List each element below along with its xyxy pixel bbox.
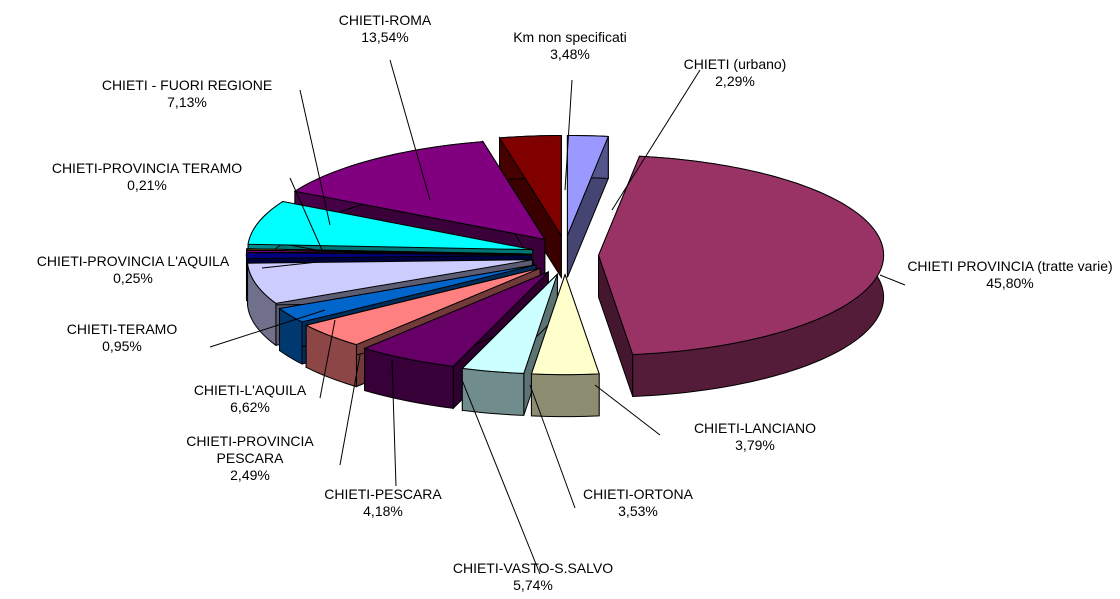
leader-line <box>209 309 326 348</box>
slice-top <box>498 135 562 238</box>
slice-side <box>461 367 525 416</box>
value-label: 6,62% <box>230 399 270 415</box>
slice-label: Km non specificati 3,48% <box>485 29 655 63</box>
slice-label: CHIETI-LANCIANO 3,79% <box>675 420 835 454</box>
category-name: CHIETI-TERAMO <box>66 321 178 337</box>
value-label: 7,13% <box>167 94 207 110</box>
slice-side <box>530 373 600 418</box>
slice <box>566 134 610 278</box>
slice <box>598 155 885 398</box>
slice-top <box>245 249 532 255</box>
slice-top <box>247 201 533 251</box>
leader-line <box>299 89 331 226</box>
leader-line <box>564 79 573 191</box>
value-label: 45,80% <box>986 275 1034 291</box>
slice-top <box>278 264 537 323</box>
category-name: CHIETI-ROMA <box>338 12 432 28</box>
slice-label: CHIETI-PESCARA 4,18% <box>308 486 458 520</box>
value-label: 0,25% <box>113 270 153 286</box>
slice-label: CHIETI (urbano) 2,29% <box>665 56 805 90</box>
slice-top <box>598 155 885 356</box>
category-name: CHIETI-PROVINCIA L'AQUILA <box>36 253 230 269</box>
slice-top <box>304 267 541 346</box>
leader-line <box>319 319 336 399</box>
category-name: CHIETI-ORTONA <box>583 486 693 502</box>
leader-line <box>289 177 323 251</box>
category-name: CHIETI-PESCARA <box>324 486 442 502</box>
category-name: Km non specificati <box>513 29 627 45</box>
leader-line <box>339 354 361 466</box>
slice-top <box>293 141 546 241</box>
value-label: 4,18% <box>363 503 403 519</box>
slice <box>530 273 600 418</box>
value-label: 5,74% <box>513 577 553 593</box>
slice-label: CHIETI-TERAMO 0,95% <box>37 321 207 355</box>
slice-label: CHIETI PROVINCIA (tratte varie) 45,80% <box>905 258 1115 292</box>
slice-top <box>461 273 558 374</box>
category-name: CHIETI PROVINCIA (tratte varie) <box>907 258 1113 274</box>
category-name: CHIETI-PROVINCIA TERAMO <box>51 160 243 176</box>
category-name: CHIETI-VASTO-S.SALVO <box>452 560 614 576</box>
slice-top <box>245 252 532 260</box>
value-label: 3,48% <box>550 46 590 62</box>
leader-line <box>529 384 576 509</box>
category-name: CHIETI-LANCIANO <box>693 420 817 436</box>
slice-label: CHIETI - FUORI REGIONE 7,13% <box>67 77 307 111</box>
value-label: 0,21% <box>127 177 167 193</box>
value-label: 3,79% <box>735 437 775 453</box>
leader-line <box>389 59 431 201</box>
slice-top <box>363 271 549 367</box>
value-label: 2,49% <box>230 467 270 483</box>
leader-line <box>261 261 319 269</box>
category-name: CHIETI-PROVINCIA PESCARA <box>186 433 314 466</box>
slice <box>498 135 562 280</box>
category-name: CHIETI (urbano) <box>683 56 787 72</box>
leader-line <box>879 274 906 286</box>
slice-top <box>566 134 610 236</box>
leader-line <box>461 379 541 575</box>
value-label: 2,29% <box>715 73 755 89</box>
slice-label: CHIETI-ROMA 13,54% <box>315 12 455 46</box>
value-label: 3,53% <box>618 503 658 519</box>
slice-top <box>246 259 533 304</box>
slice-label: CHIETI-VASTO-S.SALVO 5,74% <box>433 560 633 594</box>
leader-line <box>391 359 397 487</box>
slice-label: CHIETI-PROVINCIA TERAMO 0,21% <box>17 160 277 194</box>
slice-label: CHIETI-ORTONA 3,53% <box>568 486 708 520</box>
slice-label: CHIETI-L'AQUILA 6,62% <box>175 382 325 416</box>
leader-line <box>611 69 701 211</box>
category-name: CHIETI - FUORI REGIONE <box>101 77 273 93</box>
category-name: CHIETI-L'AQUILA <box>193 382 307 398</box>
leader-line <box>594 384 661 436</box>
value-label: 0,95% <box>102 338 142 354</box>
slice-label: CHIETI-PROVINCIA L'AQUILA 0,25% <box>3 253 263 287</box>
value-label: 13,54% <box>361 29 409 45</box>
slice-label: CHIETI-PROVINCIA PESCARA 2,49% <box>165 433 335 484</box>
slice-top <box>530 273 600 376</box>
